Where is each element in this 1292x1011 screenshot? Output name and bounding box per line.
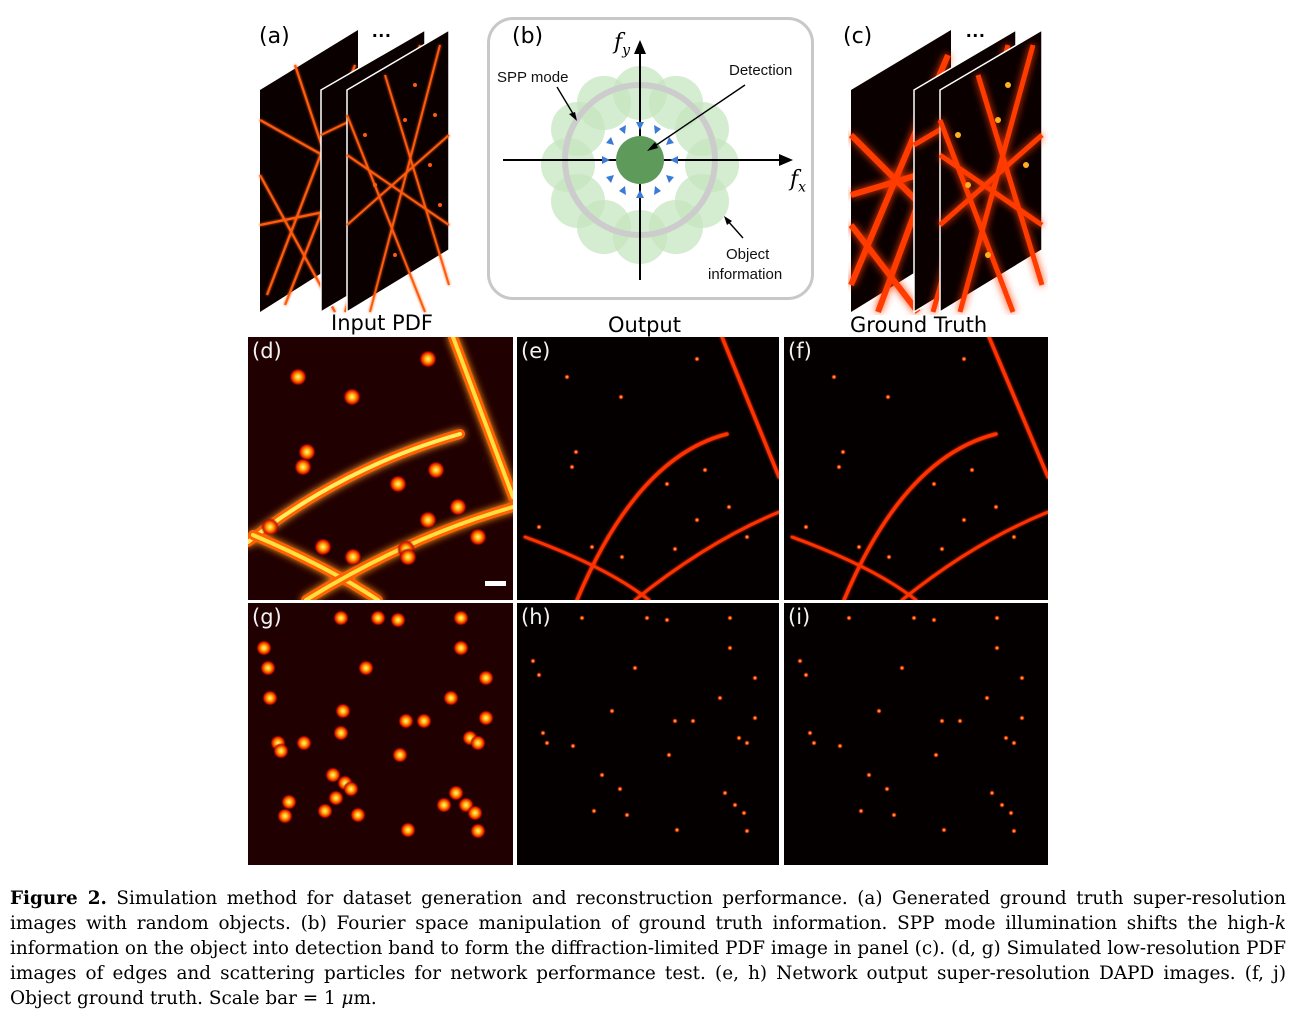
caption-k-italic: k [1274,913,1286,934]
annotation-arrows [556,84,746,239]
fy-arrowhead [634,40,646,54]
panel-h-image: (h) [517,603,779,865]
panel-b-label: (b) [512,24,544,49]
figure-number: Figure 2. [10,888,107,909]
panel-h-content [530,615,758,834]
ground-truth-stack [848,28,1045,314]
panel-g-content [256,610,494,839]
fourier-diagram [503,40,793,280]
panel-d-content [248,337,513,600]
panel-f-content [790,337,1048,600]
caption-text-part3: m. [353,988,377,1009]
ground-truth-title: Ground Truth [850,313,988,337]
panel-a-ellipsis: ... [372,20,392,42]
fx-axis-label: fx [790,167,806,195]
shift-arrows [602,122,678,198]
detection-band [616,136,664,184]
panel-i-label: (i) [788,605,811,629]
panel-c-ellipsis: ... [966,20,986,42]
fx-arrowhead [779,154,793,166]
fy-axis-label: fy [614,30,630,58]
panel-a-label: (a) [259,24,290,49]
fy-axis-subscript: y [622,42,631,59]
panel-h-label: (h) [521,605,551,629]
fy-axis-letter: f [614,30,623,55]
figure-caption: Figure 2. Simulation method for dataset … [10,886,1286,1011]
output-title: Output [608,313,681,337]
caption-text-part2: information on the object into detection… [10,938,1286,1009]
input-pdf-stack [259,28,450,314]
panel-i-image: (i) [784,603,1048,865]
input-pdf-title: Input PDF [331,311,433,335]
spp-mode-label: SPP mode [497,69,569,86]
panel-g-image: (g) [248,603,513,865]
panel-e-label: (e) [521,339,551,363]
panel-e-content [523,337,779,600]
panel-c-label: (c) [843,24,873,49]
panel-e-image: (e) [517,337,779,600]
scale-bar [485,581,506,586]
panel-f-label: (f) [788,339,812,363]
fx-axis-subscript: x [798,179,807,196]
panel-g-label: (g) [252,605,282,629]
fx-axis-letter: f [790,167,799,192]
gt-sheet-front [937,28,1045,314]
stack-sheet-front [346,28,450,314]
panel-d-label: (d) [252,339,282,363]
caption-text-part1: Simulation method for dataset generation… [10,888,1287,934]
panel-i-content [797,615,1025,834]
panel-f-image: (f) [784,337,1048,600]
caption-mu-italic: μ [341,988,354,1009]
object-information-label-line1: Object [726,246,770,263]
panel-d-image: (d) [248,337,513,600]
detection-label: Detection [729,62,793,79]
object-information-label-line2: information [708,266,783,283]
